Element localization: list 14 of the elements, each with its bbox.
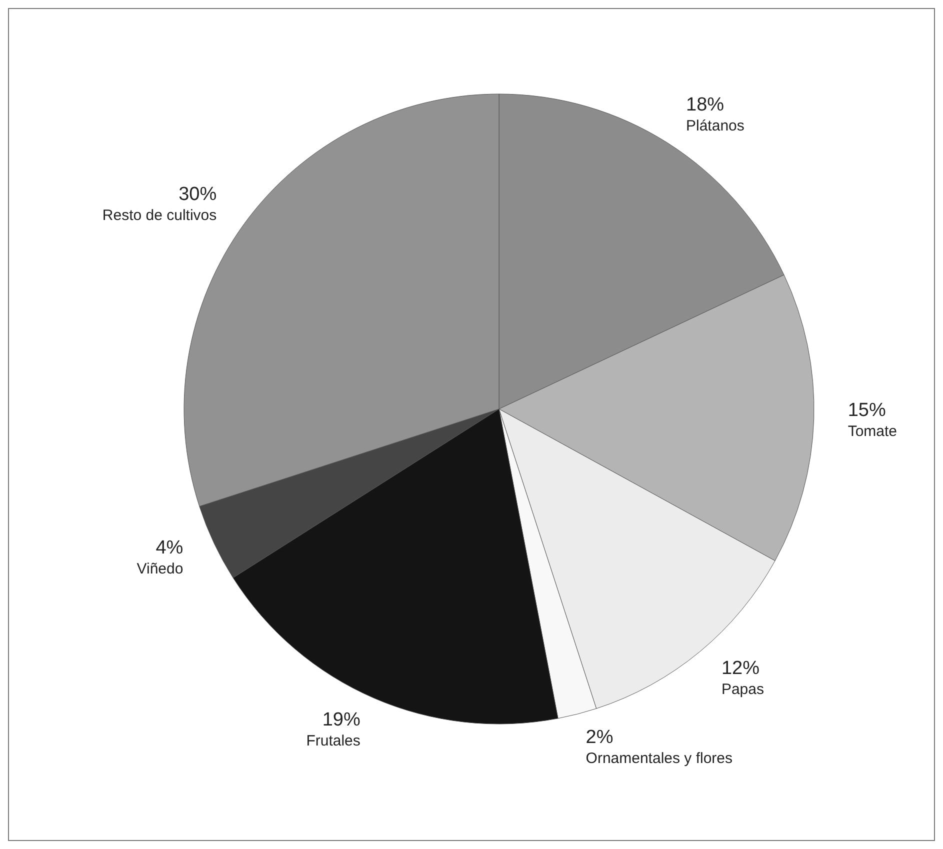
data-label: 12%	[721, 658, 760, 679]
slice-label: Viñedo	[136, 560, 184, 578]
data-label: 19%	[322, 709, 360, 730]
slice-label: Papas	[721, 680, 764, 698]
slice-label: Tomate	[848, 422, 898, 440]
data-label: 18%	[686, 94, 724, 116]
data-label: 30%	[178, 184, 217, 205]
slice-label: Frutales	[306, 732, 360, 750]
data-label: 15%	[848, 400, 886, 421]
data-label: 2%	[586, 727, 614, 748]
slice-label: Ornamentales y flores	[586, 750, 733, 768]
slice-label: Resto de cultivos	[102, 206, 217, 224]
slice-label: Plátanos	[686, 117, 744, 134]
data-label: 4%	[156, 538, 184, 559]
